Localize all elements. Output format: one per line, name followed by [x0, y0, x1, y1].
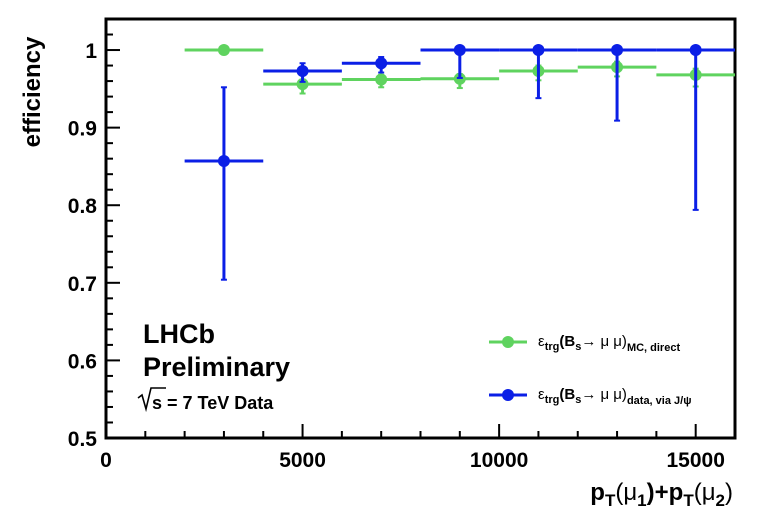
y-tick-label: 0.8 — [68, 195, 98, 218]
data-point — [611, 44, 624, 57]
legend-label-part: ε — [538, 333, 545, 350]
y-tick-label: 0.9 — [68, 118, 97, 141]
energy-label: s = 7 TeV Data — [137, 387, 274, 413]
data-point — [689, 44, 702, 57]
legend-label-part: trg — [545, 341, 560, 353]
y-tick-label: 0.7 — [68, 273, 97, 296]
preliminary-label: Preliminary — [143, 352, 290, 382]
lhcb-label: LHCb — [143, 319, 215, 349]
x-axis-label: pT(μ1)+pT(μ2) — [590, 479, 733, 510]
legend-label-part: ε — [538, 386, 545, 403]
data-point — [375, 73, 388, 86]
legend-label: εtrg(Bs→ μ μ)MC, direct — [538, 333, 680, 354]
legend-label-part: (B — [559, 333, 575, 350]
legend-label-part: MC, direct — [627, 342, 681, 354]
legend-entry-1: εtrg(Bs→ μ μ)MC, direct — [489, 333, 680, 354]
data-point — [217, 44, 230, 57]
y-tick-label: 0.5 — [68, 428, 98, 451]
energy-label-text: s = 7 TeV Data — [152, 393, 274, 413]
y-axis-label: efficiency — [19, 36, 46, 147]
data-point — [296, 64, 309, 77]
legend-entry-2: εtrg(Bs→ μ μ)data, via J/ψ — [489, 386, 691, 407]
x-tick-label: 0 — [100, 449, 112, 472]
legend-label-part: trg — [545, 394, 560, 406]
data-point — [532, 44, 545, 57]
legend-marker — [502, 389, 514, 401]
axis-ticks — [105, 18, 736, 439]
x-tick-label: 5000 — [279, 449, 326, 472]
legend-label-part: → μ μ) — [581, 333, 627, 350]
legend-label: εtrg(Bs→ μ μ)data, via J/ψ — [538, 386, 691, 407]
data-layer — [184, 44, 735, 281]
x-tick-label: 10000 — [470, 449, 528, 472]
data-point — [453, 44, 466, 57]
legend-label-part: → μ μ) — [581, 386, 627, 403]
y-tick-label: 0.6 — [68, 350, 97, 373]
legend-label-part: s — [575, 394, 581, 406]
legend-marker — [502, 336, 514, 348]
data-point — [375, 57, 388, 70]
series-2 — [184, 44, 735, 281]
legend-label-part: data, via J/ψ — [627, 395, 692, 407]
data-point — [217, 154, 230, 167]
legend-label-part: (B — [559, 386, 575, 403]
y-tick-label: 1 — [85, 40, 97, 63]
sqrt-sign-icon — [137, 387, 166, 413]
legend-label-part: s — [575, 341, 581, 353]
axis-tick-labels: 0 5000 10000 15000 0.5 0.6 0.7 0.8 0.9 1 — [68, 40, 725, 472]
x-tick-label: 15000 — [666, 449, 724, 472]
